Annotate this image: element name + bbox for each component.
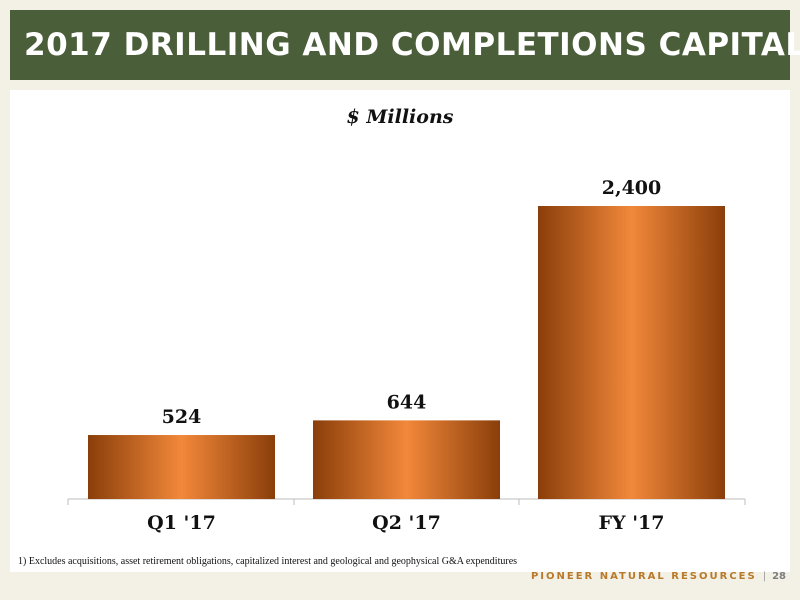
data-label-0: 524 bbox=[162, 406, 202, 428]
chart-title: $ Millions bbox=[346, 106, 454, 128]
category-label-2: FY '17 bbox=[599, 512, 665, 534]
data-label-2: 2,400 bbox=[602, 177, 662, 199]
category-label-1: Q2 '17 bbox=[372, 512, 441, 534]
brand-name: PIONEER NATURAL RESOURCES bbox=[530, 571, 757, 582]
category-label-0: Q1 '17 bbox=[147, 512, 216, 534]
bar-1 bbox=[313, 420, 500, 499]
bar-0 bbox=[88, 435, 275, 499]
page-number: 28 bbox=[772, 571, 786, 582]
slide-title: 2017 DRILLING AND COMPLETIONS CAPITAL1 bbox=[24, 27, 800, 63]
slide-title-text: 2017 DRILLING AND COMPLETIONS CAPITAL bbox=[24, 27, 800, 63]
title-bar: 2017 DRILLING AND COMPLETIONS CAPITAL1 bbox=[10, 10, 800, 80]
footer-separator: | bbox=[762, 571, 769, 582]
bar-2 bbox=[538, 206, 725, 499]
footnote: 1) Excludes acquisitions, asset retireme… bbox=[18, 556, 518, 567]
brand-footer: PIONEER NATURAL RESOURCES | 28 bbox=[531, 571, 786, 582]
data-label-1: 644 bbox=[387, 391, 427, 413]
